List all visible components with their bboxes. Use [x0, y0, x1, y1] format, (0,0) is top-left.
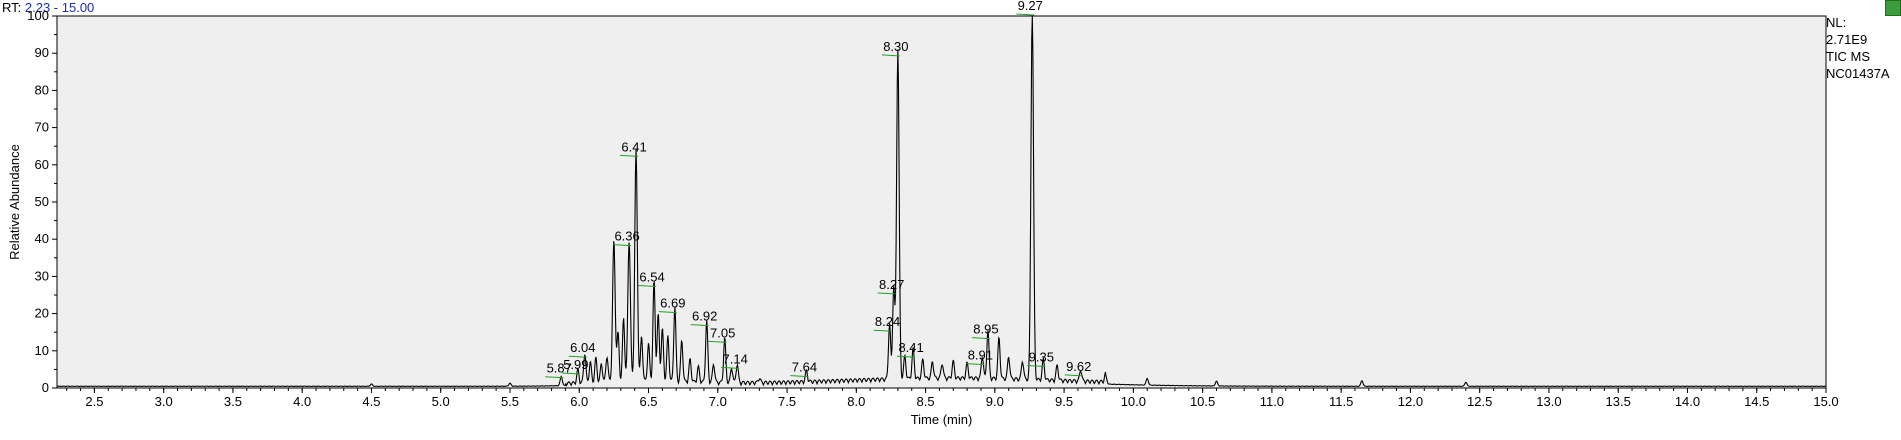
x-tick-label: 7.0 — [709, 394, 727, 409]
peak-label: 6.54 — [639, 270, 664, 285]
nl-value: 2.71E9 — [1826, 32, 1868, 47]
peak-leader-line — [568, 355, 587, 358]
peak-label: 5.99 — [563, 357, 588, 372]
nl-label: NL: — [1826, 15, 1847, 30]
peak-label: 8.30 — [883, 39, 908, 54]
peak-label: 7.64 — [792, 360, 817, 375]
peak-leader-line — [690, 324, 709, 327]
x-axis-title: Time (min) — [911, 412, 973, 427]
y-tick-label: 70 — [35, 120, 49, 135]
peak-label: 5.87 — [547, 361, 572, 376]
peak-leader-line — [881, 54, 900, 57]
x-tick-label: 4.0 — [293, 394, 311, 409]
x-tick-label: 3.0 — [155, 394, 173, 409]
x-tick-label: 8.0 — [847, 394, 865, 409]
y-tick-label: 30 — [35, 268, 49, 283]
peak-leader-line — [708, 340, 727, 343]
x-tick-label: 12.5 — [1467, 394, 1492, 409]
x-tick-label: 13.0 — [1536, 394, 1561, 409]
x-tick-label: 11.5 — [1329, 394, 1353, 409]
peak-label: 7.05 — [710, 325, 735, 340]
x-tick-label: 8.5 — [917, 394, 935, 409]
peak-leader-line — [545, 376, 564, 379]
x-tick-label: 3.5 — [224, 394, 242, 409]
peak-label: 8.24 — [875, 314, 900, 329]
rt-range-value: 2.23 - 15.00 — [24, 0, 95, 15]
plot-area — [56, 15, 1827, 389]
x-tick-label: 14.5 — [1744, 394, 1769, 409]
x-tick-label: 14.0 — [1675, 394, 1700, 409]
x-tick-label: 5.0 — [432, 394, 450, 409]
peak-leader-line — [561, 372, 580, 375]
x-tick-label: 11.0 — [1260, 394, 1284, 409]
peak-leader-line — [897, 355, 916, 358]
peak-label: 8.95 — [973, 322, 998, 337]
x-tick-label: 15.0 — [1813, 394, 1838, 409]
peak-label: 6.04 — [570, 340, 595, 355]
x-tick-label: 6.0 — [570, 394, 588, 409]
peak-label: 9.35 — [1029, 350, 1054, 365]
y-tick-label: 0 — [42, 380, 49, 395]
y-tick-label: 10 — [35, 343, 49, 358]
peak-leader-line — [790, 375, 809, 378]
y-tick-label: 40 — [35, 231, 49, 246]
peak-leader-line — [971, 337, 990, 340]
peak-leader-line — [638, 285, 657, 288]
peak-leader-line — [1016, 13, 1035, 16]
x-tick-label: 2.5 — [85, 394, 103, 409]
y-tick-label: 90 — [35, 45, 49, 60]
peak-leader-line — [620, 154, 639, 157]
peak-leader-line — [613, 244, 632, 247]
x-tick-label: 7.5 — [778, 394, 796, 409]
peak-label: 7.14 — [723, 351, 748, 366]
peak-label: 9.62 — [1066, 359, 1091, 374]
peak-label: 6.92 — [692, 309, 717, 324]
peak-leader-line — [658, 311, 677, 314]
peak-label: 8.27 — [879, 277, 904, 292]
y-tick-label: 80 — [35, 82, 49, 97]
peak-leader-line — [966, 363, 985, 366]
peak-label: 9.27 — [1018, 0, 1043, 13]
peak-leader-line — [873, 329, 892, 332]
x-tick-label: 6.5 — [639, 394, 657, 409]
x-tick-label: 5.5 — [501, 394, 519, 409]
peak-leader-line — [877, 292, 896, 295]
y-tick-label: 50 — [35, 194, 49, 209]
y-tick-label: 20 — [35, 306, 49, 321]
scan-filter: TIC MS — [1826, 49, 1871, 64]
x-tick-label: 13.5 — [1606, 394, 1631, 409]
peak-label: 6.69 — [660, 296, 685, 311]
rt-label: RT: — [2, 0, 22, 15]
peak-label: 8.41 — [898, 340, 923, 355]
y-axis-title: Relative Abundance — [7, 144, 22, 260]
tic-trace — [56, 15, 1826, 388]
peak-label: 8.91 — [968, 348, 993, 363]
x-tick-label: 12.0 — [1398, 394, 1423, 409]
x-tick-label: 9.0 — [986, 394, 1004, 409]
x-tick-label: 10.5 — [1190, 394, 1215, 409]
x-tick-label: 9.5 — [1055, 394, 1073, 409]
normalization-info: NL: 2.71E9 TIC MS NC01437A — [1826, 14, 1890, 82]
rt-range-header: RT: 2.23 - 15.00 — [2, 0, 94, 15]
sample-name: NC01437A — [1826, 66, 1890, 81]
peak-label: 6.41 — [621, 139, 646, 154]
y-tick-label: 60 — [35, 157, 49, 172]
x-tick-label: 10.0 — [1121, 394, 1146, 409]
x-tick-label: 4.5 — [362, 394, 380, 409]
peak-leader-line — [721, 366, 740, 369]
y-tick-label: 100 — [27, 8, 49, 23]
peak-leader-line — [1027, 365, 1046, 368]
peak-leader-line — [1064, 374, 1083, 377]
peak-label: 6.36 — [614, 229, 639, 244]
